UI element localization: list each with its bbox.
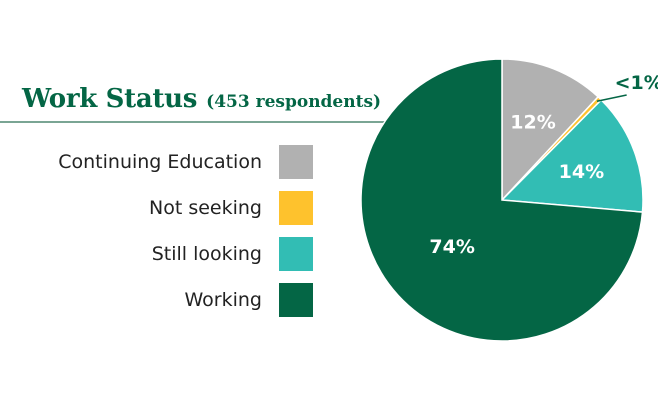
legend-label-not-seeking: Not seeking: [149, 197, 262, 219]
callout-line-not-seeking: [596, 94, 627, 102]
slice-label-still-looking: 14%: [559, 161, 604, 183]
legend-label-working: Working: [184, 289, 263, 311]
legend-swatch-still-looking: [279, 237, 313, 271]
title-divider: [0, 121, 398, 123]
chart-subtitle: (453 respondents): [206, 92, 382, 112]
slice-label-working: 74%: [429, 236, 474, 258]
legend-label-continuing-education: Continuing Education: [58, 151, 262, 173]
legend-swatch-working: [279, 283, 313, 317]
chart-title-block: Work Status (453 respondents): [22, 84, 381, 114]
legend-swatch-not-seeking: [279, 191, 313, 225]
slice-label-not-seeking: <1%: [615, 72, 658, 94]
legend-swatch-continuing-education: [279, 145, 313, 179]
pie-slice-still-looking: [500, 98, 644, 213]
slice-label-continuing-education: 12%: [510, 111, 555, 133]
pie-slice-continuing-education: [501, 58, 600, 202]
chart-title: Work Status: [22, 84, 198, 114]
legend-label-still-looking: Still looking: [151, 243, 262, 265]
pie-slice-working: [360, 58, 644, 342]
